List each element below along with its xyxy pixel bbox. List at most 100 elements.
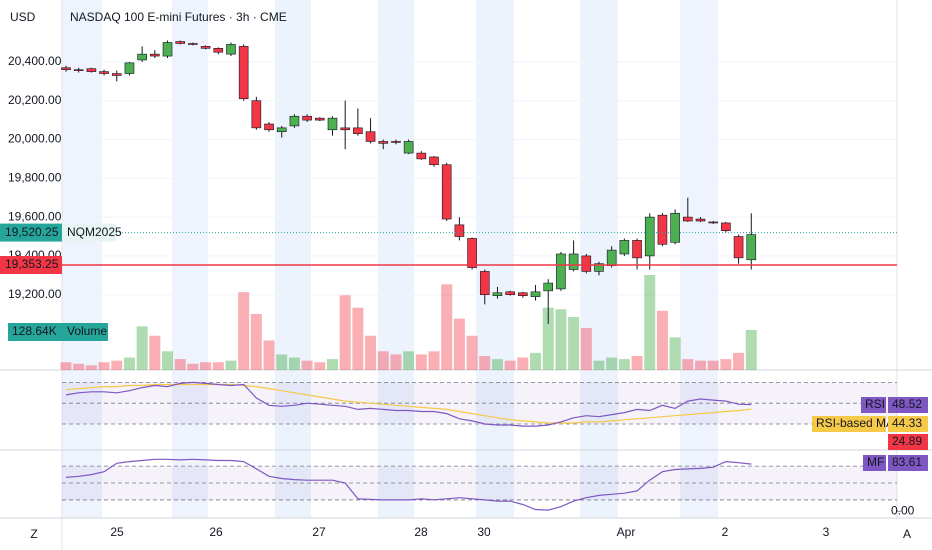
candle-body: [683, 216, 693, 222]
candle-body: [721, 222, 731, 231]
axis-button[interactable]: A: [903, 527, 911, 541]
volume-bar: [453, 318, 465, 370]
volume-bar: [415, 354, 427, 370]
volume-bar: [60, 362, 72, 370]
y-tick-label: 20,000.00: [8, 132, 62, 146]
candle-body: [568, 253, 579, 270]
axis-button[interactable]: Z: [30, 527, 37, 541]
candle-body: [606, 249, 617, 266]
rsi-line: [65, 381, 752, 427]
rsi-name-box: [861, 397, 886, 413]
candle-body: [391, 141, 401, 143]
volume-bar: [288, 357, 300, 370]
volume-bar: [733, 352, 745, 370]
x-tick-label: 2: [722, 525, 729, 539]
volume-bar: [276, 354, 288, 370]
volume-bar: [352, 307, 364, 370]
candle-body: [416, 152, 427, 160]
mf-name-box: [863, 455, 886, 471]
price-tag-label: 19,520.25: [5, 225, 59, 239]
volume-bar: [136, 326, 148, 370]
volume-bar: [174, 359, 186, 370]
x-tick-label: 27: [312, 525, 326, 539]
session-band: [378, 0, 414, 518]
candle-body: [86, 68, 97, 72]
candle-body: [479, 271, 490, 296]
volume-bar: [504, 360, 516, 370]
mf-name: MF: [867, 455, 884, 469]
volume-bar: [707, 360, 719, 370]
volume-bar: [479, 355, 491, 370]
volume-bar: [200, 362, 212, 370]
mf-value-box: [888, 455, 928, 471]
mf-line: [65, 458, 752, 511]
x-tick-label: 3: [823, 525, 830, 539]
y-tick-label: 19,200.00: [8, 287, 62, 301]
candle-body: [733, 236, 744, 259]
rsi-lower-value: 24.89: [892, 434, 922, 448]
candle-body: [594, 263, 604, 272]
volume-bar: [466, 335, 478, 370]
volume-bar: [644, 275, 656, 370]
session-band: [172, 0, 208, 518]
volume-bar: [618, 359, 630, 370]
mf-value: 83.61: [892, 455, 922, 469]
volume-bar: [745, 329, 757, 370]
session-band: [680, 0, 718, 518]
volume-bar: [669, 337, 681, 370]
x-tick-label: 25: [110, 525, 124, 539]
volume-bar: [212, 362, 224, 370]
candle-body: [200, 46, 211, 49]
volume-bar: [339, 295, 351, 370]
candle-body: [124, 62, 135, 74]
candle-body: [492, 292, 503, 296]
volume-bar: [403, 351, 415, 370]
session-band: [476, 0, 514, 518]
rsi-ma-name-box: [812, 416, 886, 432]
volume-bar: [187, 363, 199, 370]
chart-title: NASDAQ 100 E-mini Futures · 3h · CME: [70, 10, 287, 24]
volume-bar: [123, 357, 135, 370]
candle-body: [644, 216, 655, 257]
session-band: [275, 0, 311, 518]
candle-body: [581, 255, 592, 272]
candle-body: [162, 42, 173, 57]
candle-body: [150, 53, 160, 57]
rsi-name: RSI: [865, 397, 885, 411]
rsi-value: 48.52: [892, 397, 922, 411]
rsi-ma-value: 44.33: [892, 416, 922, 430]
volume-bar: [390, 354, 402, 370]
candle-body: [708, 221, 718, 224]
candle-body: [99, 71, 109, 74]
candle-body: [543, 282, 554, 292]
candle-body: [378, 141, 389, 144]
candle-body: [111, 73, 122, 76]
candle-body: [302, 115, 312, 121]
x-tick-label: Apr: [617, 525, 636, 539]
x-tick-label: 26: [209, 525, 223, 539]
volume-bar: [111, 360, 123, 370]
symbol-tag-label: NQM2025: [67, 225, 122, 239]
marks: [60, 40, 897, 511]
volume-bar: [149, 335, 161, 370]
candle-body: [467, 238, 477, 268]
currency-label: USD: [10, 10, 36, 24]
rsi-ma-value-box: [888, 416, 928, 432]
candle-body: [530, 291, 541, 297]
candle-body: [505, 291, 515, 296]
candle-body: [327, 117, 338, 131]
volume-bar: [73, 363, 85, 370]
grid: [62, 61, 901, 512]
candle-body: [556, 253, 566, 290]
volume-bar: [250, 313, 262, 370]
candle-body: [454, 224, 465, 237]
volume-tag: [8, 323, 62, 341]
candle-body: [518, 292, 528, 296]
volume-bar: [225, 360, 237, 370]
volume-bar: [365, 335, 377, 370]
candle-body: [226, 44, 236, 55]
volume-bar: [162, 351, 174, 370]
candle-body: [429, 156, 439, 166]
volume-bar: [631, 355, 643, 370]
